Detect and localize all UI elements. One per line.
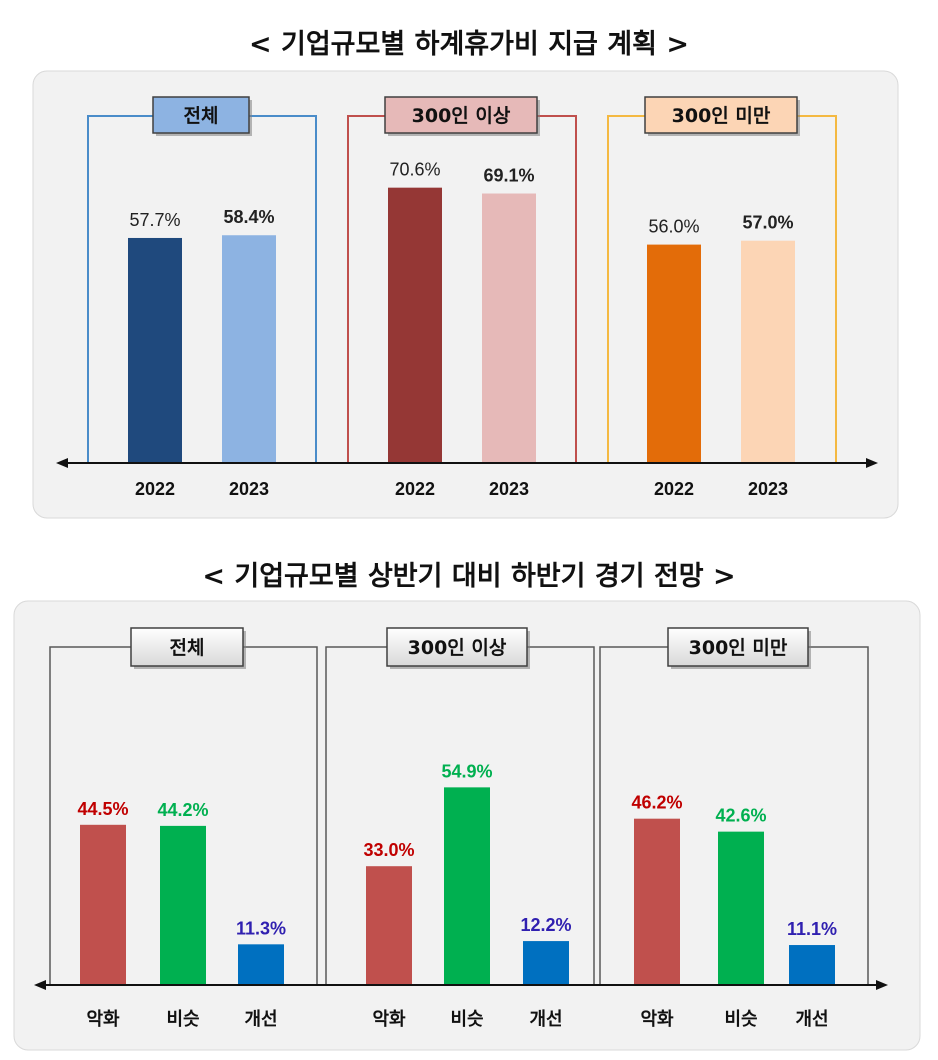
panel-label-box bbox=[152, 96, 250, 134]
panel-label-box bbox=[667, 627, 809, 667]
chart-2-title: < 기업규모별 상반기 대비 하반기 경기 전망 > bbox=[202, 561, 735, 592]
tick-label: 악화 bbox=[372, 1009, 406, 1029]
tick-label: 2022 bbox=[135, 479, 175, 499]
bar bbox=[634, 818, 680, 985]
bar bbox=[647, 244, 701, 463]
panel-label: 전체 bbox=[170, 637, 205, 659]
bar bbox=[80, 824, 126, 985]
data-label: 58.4% bbox=[223, 207, 274, 227]
data-label: 69.1% bbox=[483, 166, 534, 186]
bar bbox=[388, 187, 442, 463]
data-label: 11.1% bbox=[787, 919, 837, 939]
axis-arrow-left bbox=[34, 980, 46, 990]
data-label: 56.0% bbox=[648, 217, 699, 237]
panel-label: 300인 미만 bbox=[689, 637, 788, 659]
panel-label: 전체 bbox=[184, 105, 219, 127]
tick-label: 비슷 bbox=[724, 1009, 757, 1029]
data-label: 11.3% bbox=[236, 918, 286, 938]
chart-2-plot: 전체 44.5% 악화 44.2% 비슷 11.3% 개선 300인 이상 33.0% 악화 54.… bbox=[34, 627, 888, 1029]
bar bbox=[160, 825, 206, 985]
tick-label: 2022 bbox=[654, 479, 694, 499]
data-label: 46.2% bbox=[631, 793, 682, 813]
tick-label: 개선 bbox=[244, 1009, 277, 1029]
data-label: 54.9% bbox=[441, 761, 492, 781]
bar bbox=[444, 787, 490, 985]
tick-label: 비슷 bbox=[450, 1009, 483, 1029]
bar bbox=[523, 941, 569, 985]
tick-label: 악화 bbox=[640, 1009, 674, 1029]
data-label: 33.0% bbox=[363, 840, 414, 860]
panel-label-box bbox=[386, 627, 528, 667]
tick-label: 개선 bbox=[529, 1009, 562, 1029]
bar bbox=[222, 235, 276, 463]
data-label: 12.2% bbox=[520, 915, 571, 935]
axis-arrow-right bbox=[866, 458, 878, 468]
bar bbox=[789, 945, 835, 985]
panel-label: 300인 이상 bbox=[408, 637, 507, 659]
bar bbox=[238, 944, 284, 985]
bar bbox=[128, 237, 182, 463]
axis-arrow-left bbox=[56, 458, 68, 468]
data-label: 57.7% bbox=[129, 210, 180, 230]
data-label: 44.5% bbox=[77, 799, 128, 819]
axis-arrow-right bbox=[876, 980, 888, 990]
chart-1-title: < 기업규모별 하계휴가비 지급 계획 > bbox=[249, 29, 689, 60]
tick-label: 2022 bbox=[395, 479, 435, 499]
tick-label: 2023 bbox=[489, 479, 529, 499]
panel-label: 300인 미만 bbox=[672, 105, 771, 127]
chart-1-plot: 전체 57.7% 2022 58.4% 2023 300인 이상 70.6% 2022 69.1… bbox=[56, 96, 878, 499]
tick-label: 악화 bbox=[86, 1009, 120, 1029]
panel-label-box bbox=[384, 96, 538, 134]
tick-label: 개선 bbox=[795, 1009, 828, 1029]
panel-label-box bbox=[644, 96, 798, 134]
data-label: 44.2% bbox=[157, 800, 208, 820]
bar bbox=[741, 240, 795, 463]
panel-label-box bbox=[130, 627, 244, 667]
tick-label: 비슷 bbox=[166, 1009, 199, 1029]
data-label: 42.6% bbox=[715, 806, 766, 826]
tick-label: 2023 bbox=[229, 479, 269, 499]
bar bbox=[718, 831, 764, 985]
tick-label: 2023 bbox=[748, 479, 788, 499]
panel-label: 300인 이상 bbox=[412, 105, 511, 127]
bar bbox=[366, 866, 412, 985]
data-label: 70.6% bbox=[389, 160, 440, 180]
bar bbox=[482, 193, 536, 463]
data-label: 57.0% bbox=[742, 213, 793, 233]
